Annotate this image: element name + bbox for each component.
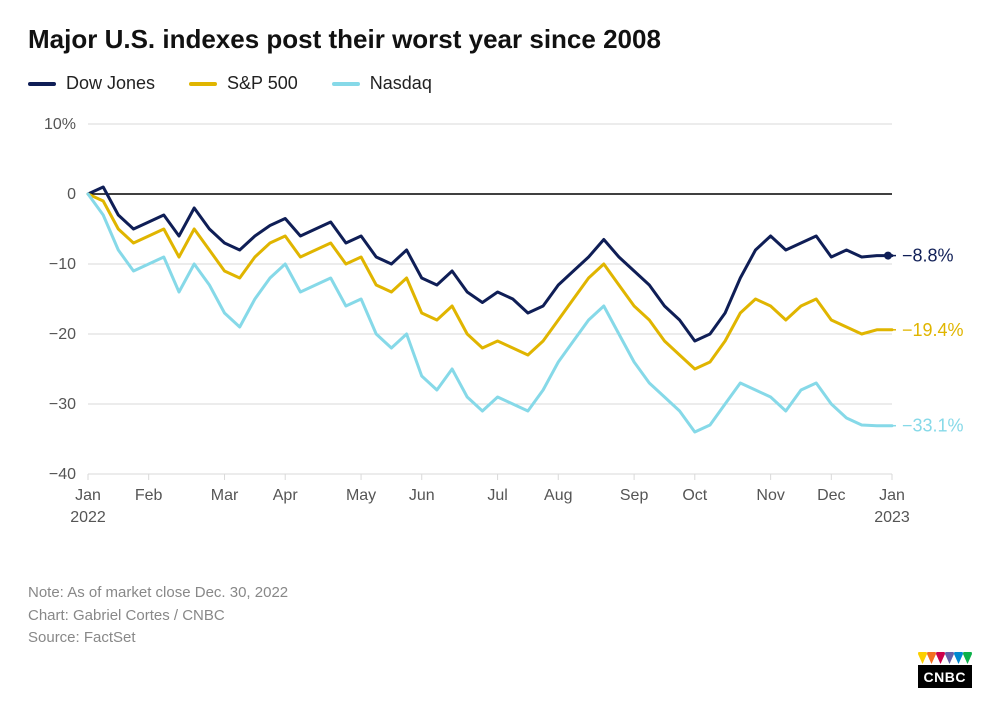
svg-text:Jan: Jan xyxy=(879,487,905,504)
legend-item-nasdaq: Nasdaq xyxy=(332,73,432,94)
svg-text:−30: −30 xyxy=(49,396,76,413)
chart-title: Major U.S. indexes post their worst year… xyxy=(28,24,972,55)
svg-text:Mar: Mar xyxy=(211,487,239,504)
note-line: Note: As of market close Dec. 30, 2022 xyxy=(28,582,972,605)
legend-swatch xyxy=(189,82,217,86)
chart-area: 10% 0 −10 −20 −30 −40 Jan Feb Mar Apr May Jun Jul Aug… xyxy=(28,104,972,564)
svg-text:Sep: Sep xyxy=(620,487,649,504)
legend-item-dow: Dow Jones xyxy=(28,73,155,94)
end-marker xyxy=(884,252,892,260)
line-chart-svg: 10% 0 −10 −20 −30 −40 Jan Feb Mar Apr May Jun Jul Aug… xyxy=(28,104,972,564)
legend-swatch xyxy=(332,82,360,86)
footnotes: Note: As of market close Dec. 30, 2022 C… xyxy=(28,582,972,650)
svg-text:2023: 2023 xyxy=(874,509,910,526)
series-end-label: −19.4% xyxy=(902,320,964,340)
cnbc-logo-text: CNBC xyxy=(918,665,972,688)
svg-text:−20: −20 xyxy=(49,326,76,343)
chart-credit: Chart: Gabriel Cortes / CNBC xyxy=(28,605,972,628)
legend-label: Dow Jones xyxy=(66,73,155,94)
svg-text:−10: −10 xyxy=(49,256,76,273)
svg-text:Jul: Jul xyxy=(487,487,507,504)
svg-text:Jun: Jun xyxy=(409,487,435,504)
legend-label: S&P 500 xyxy=(227,73,298,94)
legend: Dow Jones S&P 500 Nasdaq xyxy=(28,73,972,94)
svg-text:Dec: Dec xyxy=(817,487,845,504)
svg-text:10%: 10% xyxy=(44,116,76,133)
peacock-icon xyxy=(918,652,972,664)
svg-text:May: May xyxy=(346,487,376,504)
svg-text:Nov: Nov xyxy=(756,487,784,504)
source-line: Source: FactSet xyxy=(28,627,972,650)
svg-text:Aug: Aug xyxy=(544,487,572,504)
legend-item-sp500: S&P 500 xyxy=(189,73,298,94)
svg-text:−40: −40 xyxy=(49,466,76,483)
svg-text:Feb: Feb xyxy=(135,487,163,504)
svg-text:0: 0 xyxy=(67,186,76,203)
svg-text:Jan: Jan xyxy=(75,487,101,504)
cnbc-logo: CNBC xyxy=(918,652,972,688)
legend-swatch xyxy=(28,82,56,86)
svg-text:Apr: Apr xyxy=(273,487,299,504)
legend-label: Nasdaq xyxy=(370,73,432,94)
svg-text:2022: 2022 xyxy=(70,509,106,526)
series-end-label: −33.1% xyxy=(902,416,964,436)
svg-text:Oct: Oct xyxy=(682,487,707,504)
series-end-label: −8.8% xyxy=(902,246,954,266)
